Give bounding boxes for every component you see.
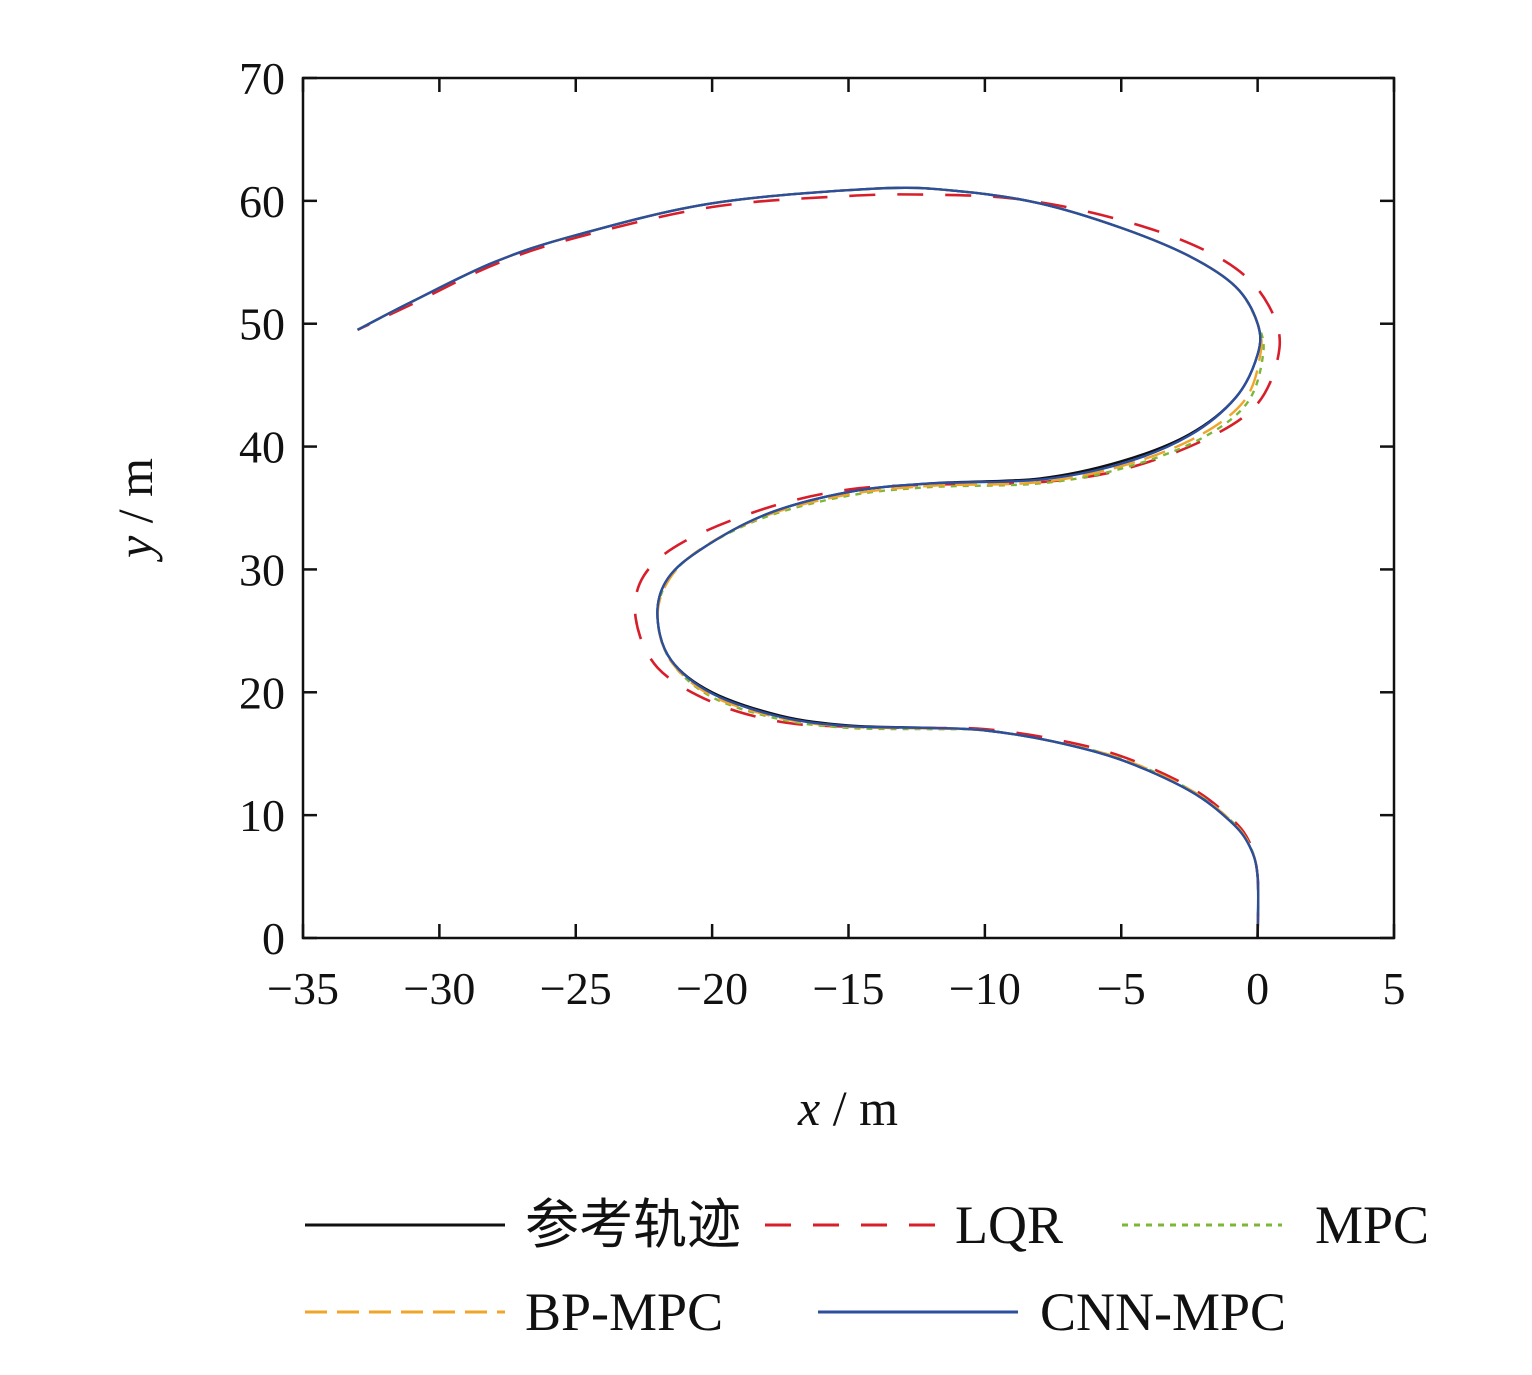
x-tick-label: 5 [1383,963,1406,1014]
legend-label: BP-MPC [525,1282,723,1342]
legend-label: CNN-MPC [1040,1282,1286,1342]
legend-item: LQR [765,1195,1063,1255]
series-line-参考轨迹 [356,186,1262,939]
legend-item: BP-MPC [305,1282,723,1342]
y-tick-label: 40 [239,422,285,473]
series-line-BP-MPC [356,186,1263,939]
x-axis-label: x / m [797,1080,898,1136]
y-tick-label: 50 [239,299,285,350]
legend-label: 参考轨迹 [525,1195,741,1255]
plot-frame [301,76,1396,940]
x-tick-label: −15 [813,963,885,1014]
legend-label: MPC [1315,1195,1429,1255]
series-line-LQR [356,193,1282,939]
x-tick-label: −5 [1097,963,1146,1014]
legend: 参考轨迹 LQR MPC BP-MPC CNN-MPC [305,1195,1429,1342]
x-tick-label: 0 [1246,963,1269,1014]
x-tick-label: −25 [540,963,612,1014]
legend-item: 参考轨迹 [305,1195,741,1255]
series-line-CNN-MPC [356,186,1262,939]
x-tick-label: −35 [267,963,339,1014]
x-tick-label: −10 [949,963,1021,1014]
y-tick-label: 20 [239,667,285,718]
plot-lines [356,186,1282,939]
y-tick-label: 70 [239,53,285,104]
legend-label: LQR [955,1195,1063,1255]
legend-item: MPC [1122,1195,1429,1255]
y-tick-label: 0 [262,913,285,964]
y-tick-label: 10 [239,790,285,841]
x-tick-label: −30 [403,963,475,1014]
x-tick-label: −20 [676,963,748,1014]
y-tick-label: 60 [239,176,285,227]
y-tick-label: 30 [239,544,285,595]
series-line-MPC [356,186,1265,939]
legend-item: CNN-MPC [818,1282,1286,1342]
y-axis-label: y / m [107,458,163,563]
